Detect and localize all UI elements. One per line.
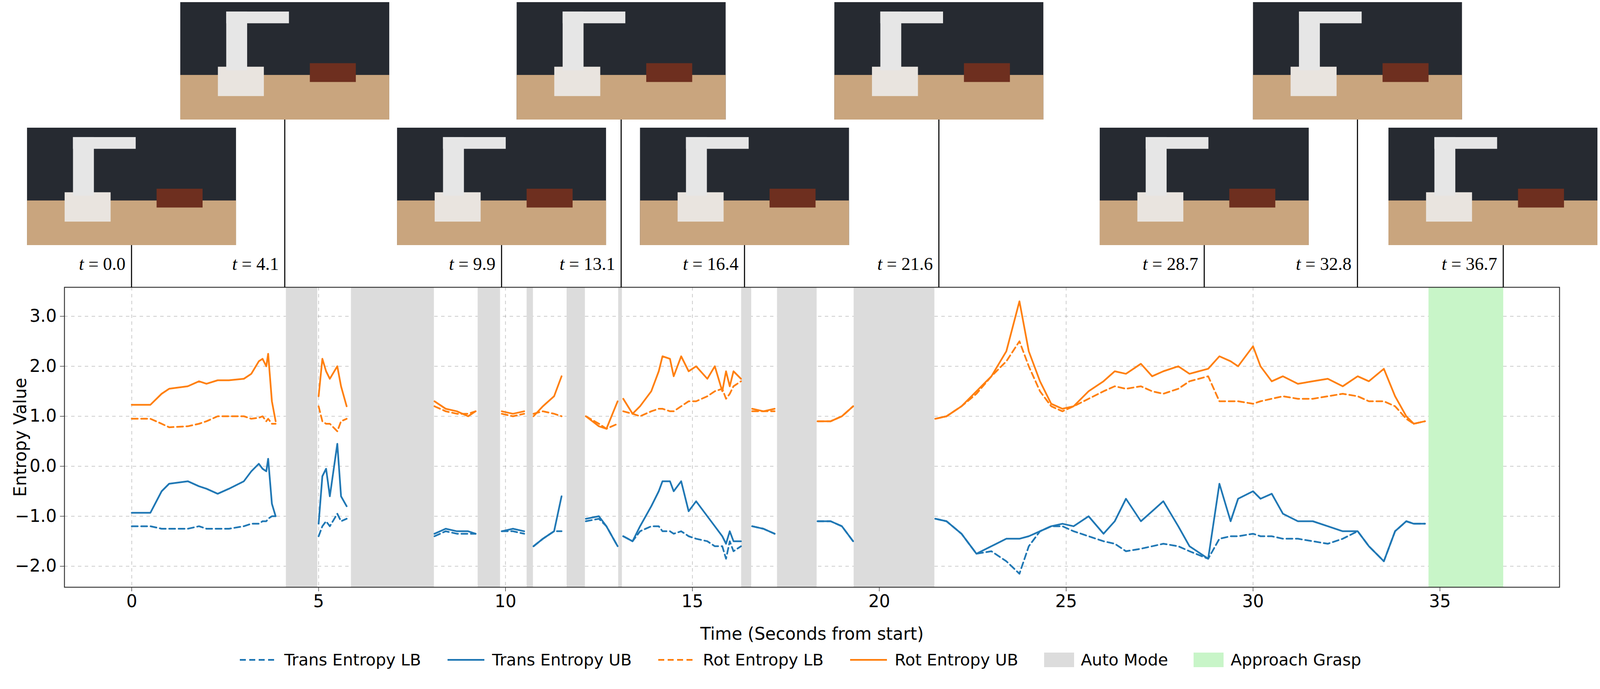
html-text:Trans Entropy UB: Trans Entropy UB xyxy=(492,650,632,669)
svg-text:−1.0: −1.0 xyxy=(14,505,57,526)
svg-text:Time (Seconds from start): Time (Seconds from start) xyxy=(699,623,924,644)
html-text:t = 9.9: t = 9.9 xyxy=(448,253,496,274)
html-text:Auto Mode: Auto Mode xyxy=(1080,650,1169,669)
svg-text:2.0: 2.0 xyxy=(29,355,57,376)
html-text:Rot Entropy UB: Rot Entropy UB xyxy=(894,650,1019,669)
html-text:Trans Entropy LB: Trans Entropy LB xyxy=(284,650,422,669)
html-text:t = 16.4: t = 16.4 xyxy=(682,253,739,274)
svg-text:1.0: 1.0 xyxy=(29,405,57,426)
html-text:t = 32.8: t = 32.8 xyxy=(1295,253,1352,274)
html-text:t = 21.6: t = 21.6 xyxy=(877,253,933,274)
svg-text:−2.0: −2.0 xyxy=(14,555,57,576)
svg-text:30: 30 xyxy=(1241,591,1264,611)
svg-text:0.0: 0.0 xyxy=(29,455,57,476)
svg-text:5: 5 xyxy=(313,591,324,611)
svg-text:3.0: 3.0 xyxy=(29,305,57,326)
html-text:Rot Entropy LB: Rot Entropy LB xyxy=(702,650,824,669)
html-text:t = 28.7: t = 28.7 xyxy=(1142,253,1199,274)
svg-text:35: 35 xyxy=(1429,591,1451,611)
svg-text:0: 0 xyxy=(126,591,138,611)
svg-text:25: 25 xyxy=(1055,591,1078,611)
svg-text:10: 10 xyxy=(494,591,517,611)
html-text:t = 13.1: t = 13.1 xyxy=(559,253,616,274)
html-text:Approach Grasp: Approach Grasp xyxy=(1230,650,1362,669)
svg-text:20: 20 xyxy=(868,591,891,611)
svg-text:Entropy Value: Entropy Value xyxy=(10,377,30,497)
html-text:t = 36.7: t = 36.7 xyxy=(1441,253,1498,274)
html-text:t = 0.0: t = 0.0 xyxy=(78,253,126,274)
svg-text:15: 15 xyxy=(681,591,704,611)
html-text:t = 4.1: t = 4.1 xyxy=(232,253,279,274)
